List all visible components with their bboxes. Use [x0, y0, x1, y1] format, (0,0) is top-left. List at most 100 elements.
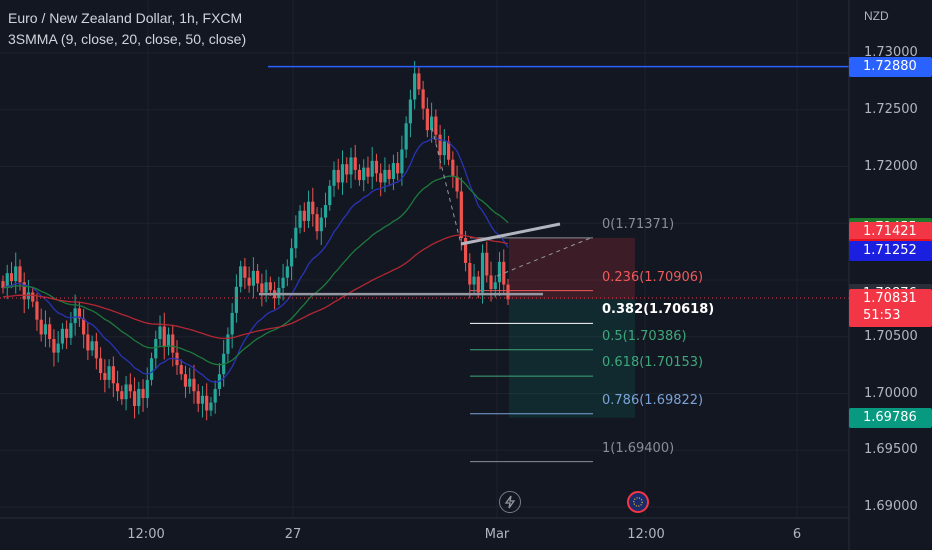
candle-body — [39, 319, 43, 335]
flag-eu-icon[interactable] — [627, 491, 649, 513]
candle-body — [196, 391, 200, 404]
candle-body — [115, 383, 120, 392]
candle-body — [166, 334, 171, 347]
candle-body — [430, 116, 434, 131]
drawings — [259, 65, 849, 296]
candle-body — [99, 358, 103, 374]
candle-body — [268, 282, 272, 291]
time-tick: 27 — [284, 527, 302, 542]
candle-body — [90, 341, 94, 351]
candle-body — [400, 149, 404, 174]
candle-body — [69, 323, 73, 338]
candle-body — [463, 238, 468, 263]
candle-body — [446, 141, 451, 160]
candle-body — [234, 286, 239, 313]
candle-body — [366, 167, 370, 177]
fib-level-label: 0.5(1.70386) — [602, 328, 687, 344]
candle-body — [502, 261, 506, 285]
price-tag: 1.71252 — [849, 241, 932, 262]
candle-body — [94, 341, 98, 359]
candle-body — [260, 283, 264, 293]
candle-body — [497, 261, 502, 283]
candle-body — [311, 201, 315, 215]
candle-body — [289, 248, 294, 267]
candle-body — [183, 374, 188, 387]
price-tag-value: 1.70831 — [863, 291, 917, 307]
candle-body — [493, 282, 497, 290]
reward-zone — [509, 299, 635, 418]
candle-body — [489, 275, 493, 290]
candle-body — [480, 252, 485, 293]
indicator-legend[interactable]: 3SMMA (9, close, 20, close, 50, close) — [8, 31, 247, 47]
candle-body — [264, 282, 268, 293]
candle-body — [387, 169, 391, 179]
fib-level-label: 0.236(1.70906) — [602, 269, 704, 285]
candle-body — [370, 160, 374, 177]
candle-body — [336, 169, 340, 183]
candle-body — [56, 343, 60, 353]
candle-body — [408, 99, 412, 124]
candle-body — [107, 366, 111, 380]
candle-body — [328, 185, 332, 206]
candle-body — [22, 282, 26, 300]
fib-level-label: 0.786(1.69822) — [602, 392, 704, 408]
price-tag: 1.69786 — [849, 407, 932, 428]
candle-body — [404, 123, 408, 150]
candle-body — [340, 164, 345, 183]
candle-body — [349, 157, 353, 175]
candle-body — [243, 266, 247, 278]
candle-body — [154, 339, 158, 359]
candle-body — [31, 292, 35, 302]
candle-body — [18, 266, 22, 283]
candle-body — [239, 266, 243, 287]
candle-body — [251, 270, 255, 286]
candle-body — [353, 157, 357, 170]
candle-body — [192, 378, 196, 392]
candle-body — [247, 277, 251, 286]
candle-body — [468, 262, 472, 285]
candle-body — [200, 395, 205, 404]
currency-label: NZD — [864, 9, 889, 23]
candle-body — [26, 292, 31, 300]
candle-body — [73, 308, 77, 324]
candle-body — [413, 73, 417, 100]
candle-body — [298, 210, 302, 228]
candle-body — [357, 169, 362, 181]
candle-body — [459, 191, 463, 239]
fib-zones — [509, 237, 635, 418]
candle-body — [48, 324, 52, 340]
fib-level-label: 1(1.69400) — [602, 440, 675, 456]
lightning-glyph — [504, 495, 516, 509]
candle-body — [417, 73, 421, 90]
price-tag: 1.71421 — [849, 222, 932, 243]
candle-body — [421, 89, 425, 109]
projection-line — [431, 127, 462, 245]
candle-body — [451, 159, 455, 177]
candle-body — [281, 277, 285, 288]
price-tag: 1.70831 51:53 — [849, 289, 932, 328]
candle-body — [476, 276, 480, 293]
candle-body — [132, 391, 137, 406]
candle-body — [137, 388, 141, 406]
candle-body — [82, 318, 86, 335]
candle-body — [120, 391, 124, 400]
candle-body — [43, 324, 48, 335]
candle-body — [438, 134, 442, 156]
fib-level-label: 0.618(1.70153) — [602, 355, 704, 371]
candle-body — [60, 328, 65, 344]
candle-body — [171, 334, 175, 353]
lightning-icon[interactable] — [499, 491, 521, 513]
time-tick: 6 — [792, 527, 802, 542]
candle-body — [345, 164, 349, 175]
candle-body — [52, 339, 56, 353]
projection-line — [496, 236, 594, 277]
candle-body — [5, 273, 9, 288]
candle-body — [145, 379, 149, 399]
price-tag: 1.72880 — [849, 56, 932, 77]
candle-body — [374, 160, 379, 174]
trendline — [460, 222, 561, 246]
candle-body — [391, 163, 396, 179]
candle-body — [14, 266, 18, 282]
countdown-timer: 51:53 — [863, 308, 901, 324]
